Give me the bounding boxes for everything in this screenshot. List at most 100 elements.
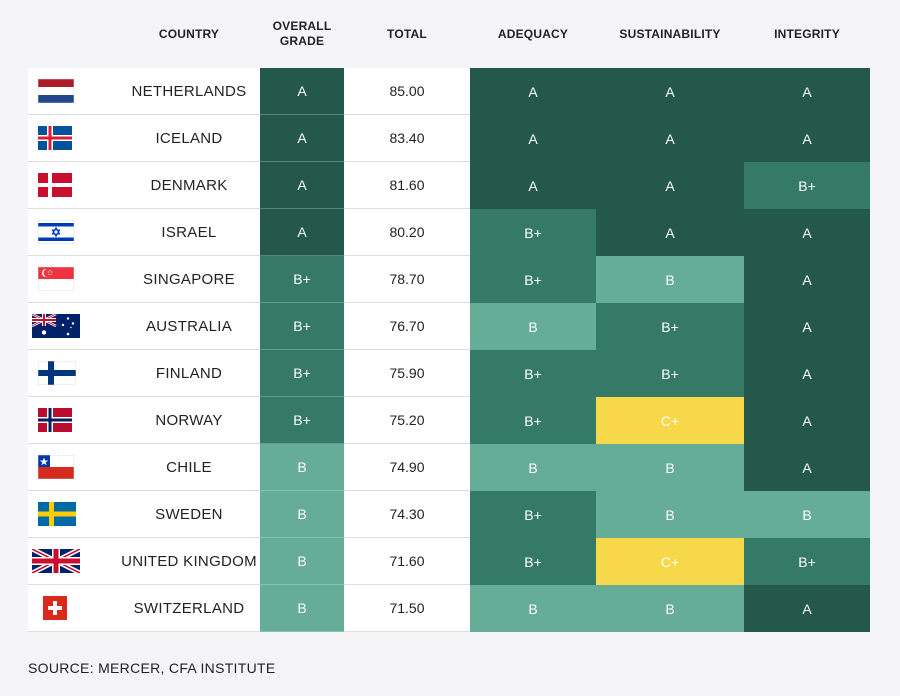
table-row: ICELAND A 83.40 A A A [28, 115, 871, 162]
sustainability-grade-cell: B+ [596, 303, 744, 350]
total-score-cell: 74.90 [344, 444, 470, 491]
total-score-cell: 85.00 [344, 68, 470, 115]
overall-grade-cell: A [260, 115, 344, 162]
sustainability-grade-cell: A [596, 115, 744, 162]
table-row: AUSTRALIA B+ 76.70 B B+ A [28, 303, 871, 350]
overall-grade-cell: A [260, 162, 344, 209]
adequacy-grade-cell: B [470, 303, 596, 350]
netherlands-flag-icon [38, 79, 74, 103]
chile-flag-icon [38, 455, 74, 479]
flag-cell [28, 397, 118, 444]
country-name: SINGAPORE [118, 256, 260, 303]
table-row: SWEDEN B 74.30 B+ B B [28, 491, 871, 538]
flag-cell [28, 115, 118, 162]
country-name: ISRAEL [118, 209, 260, 256]
header-sustainability: SUSTAINABILITY [619, 26, 721, 41]
overall-grade-cell: B [260, 538, 344, 585]
total-score-cell: 75.20 [344, 397, 470, 444]
adequacy-grade-cell: B+ [470, 538, 596, 585]
iceland-flag-icon [38, 126, 72, 150]
header-integrity: INTEGRITY [774, 26, 840, 41]
flag-cell [28, 491, 118, 538]
overall-grade-cell: A [260, 209, 344, 256]
sustainability-grade-cell: B [596, 585, 744, 632]
integrity-grade-cell: A [744, 115, 870, 162]
table-row: UNITED KINGDOM B 71.60 B+ C+ B+ [28, 538, 871, 585]
adequacy-grade-cell: B+ [470, 256, 596, 303]
integrity-grade-cell: A [744, 444, 870, 491]
overall-grade-cell: B+ [260, 397, 344, 444]
total-score-cell: 83.40 [344, 115, 470, 162]
australia-flag-icon [32, 314, 80, 338]
table-row: CHILE B 74.90 B B A [28, 444, 871, 491]
flag-cell [28, 162, 118, 209]
integrity-grade-cell: A [744, 68, 870, 115]
country-name: SWITZERLAND [118, 585, 260, 632]
country-name: DENMARK [118, 162, 260, 209]
overall-grade-cell: B+ [260, 256, 344, 303]
sustainability-grade-cell: C+ [596, 538, 744, 585]
integrity-grade-cell: A [744, 256, 870, 303]
sustainability-grade-cell: A [596, 162, 744, 209]
integrity-grade-cell: A [744, 397, 870, 444]
integrity-grade-cell: A [744, 585, 870, 632]
adequacy-grade-cell: A [470, 68, 596, 115]
overall-grade-cell: B+ [260, 303, 344, 350]
table-row: SINGAPORE B+ 78.70 B+ B A [28, 256, 871, 303]
flag-cell [28, 585, 118, 632]
country-name: NORWAY [118, 397, 260, 444]
flag-cell [28, 444, 118, 491]
sustainability-grade-cell: C+ [596, 397, 744, 444]
adequacy-grade-cell: B+ [470, 491, 596, 538]
table-row: NORWAY B+ 75.20 B+ C+ A [28, 397, 871, 444]
header-overall-line2: GRADE [279, 34, 325, 48]
header-overall-grade: OVERALL GRADE [260, 0, 344, 68]
israel-flag-icon [38, 220, 74, 244]
integrity-grade-cell: A [744, 303, 870, 350]
adequacy-grade-cell: B [470, 585, 596, 632]
header-adequacy: ADEQUACY [497, 26, 569, 41]
table-row: SWITZERLAND B 71.50 B B A [28, 585, 871, 632]
country-name: NETHERLANDS [118, 68, 260, 115]
overall-grade-cell: B+ [260, 350, 344, 397]
overall-grade-cell: B [260, 491, 344, 538]
total-score-cell: 81.60 [344, 162, 470, 209]
flag-cell [28, 209, 118, 256]
sustainability-grade-cell: A [596, 209, 744, 256]
integrity-grade-cell: B+ [744, 162, 870, 209]
integrity-grade-cell: A [744, 209, 870, 256]
total-score-cell: 75.90 [344, 350, 470, 397]
table-row: ISRAEL A 80.20 B+ A A [28, 209, 871, 256]
uk-flag-icon [32, 549, 80, 573]
country-name: FINLAND [118, 350, 260, 397]
overall-grade-cell: B [260, 585, 344, 632]
total-score-cell: 71.50 [344, 585, 470, 632]
table-row: FINLAND B+ 75.90 B+ B+ A [28, 350, 871, 397]
table-row: DENMARK A 81.60 A A B+ [28, 162, 871, 209]
singapore-flag-icon [38, 267, 74, 291]
adequacy-grade-cell: B+ [470, 350, 596, 397]
adequacy-grade-cell: B [470, 444, 596, 491]
denmark-flag-icon [38, 173, 72, 197]
total-score-cell: 71.60 [344, 538, 470, 585]
flag-cell [28, 68, 118, 115]
overall-grade-cell: B [260, 444, 344, 491]
integrity-grade-cell: B+ [744, 538, 870, 585]
total-score-cell: 80.20 [344, 209, 470, 256]
sustainability-grade-cell: A [596, 68, 744, 115]
country-name: ICELAND [118, 115, 260, 162]
adequacy-grade-cell: B+ [470, 397, 596, 444]
finland-flag-icon [38, 361, 76, 385]
sustainability-grade-cell: B [596, 256, 744, 303]
integrity-grade-cell: B [744, 491, 870, 538]
switzerland-flag-icon [43, 596, 67, 620]
norway-flag-icon [38, 408, 72, 432]
overall-grade-cell: A [260, 68, 344, 115]
flag-cell [28, 256, 118, 303]
total-score-cell: 76.70 [344, 303, 470, 350]
country-name: SWEDEN [118, 491, 260, 538]
flag-cell [28, 350, 118, 397]
country-name: CHILE [118, 444, 260, 491]
sustainability-grade-cell: B [596, 491, 744, 538]
header-overall-line1: OVERALL [272, 19, 332, 33]
